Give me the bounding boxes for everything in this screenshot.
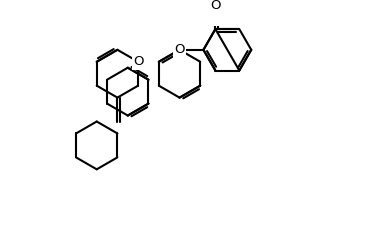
Text: O: O: [174, 43, 185, 56]
Text: O: O: [210, 0, 221, 12]
Text: O: O: [133, 55, 144, 68]
